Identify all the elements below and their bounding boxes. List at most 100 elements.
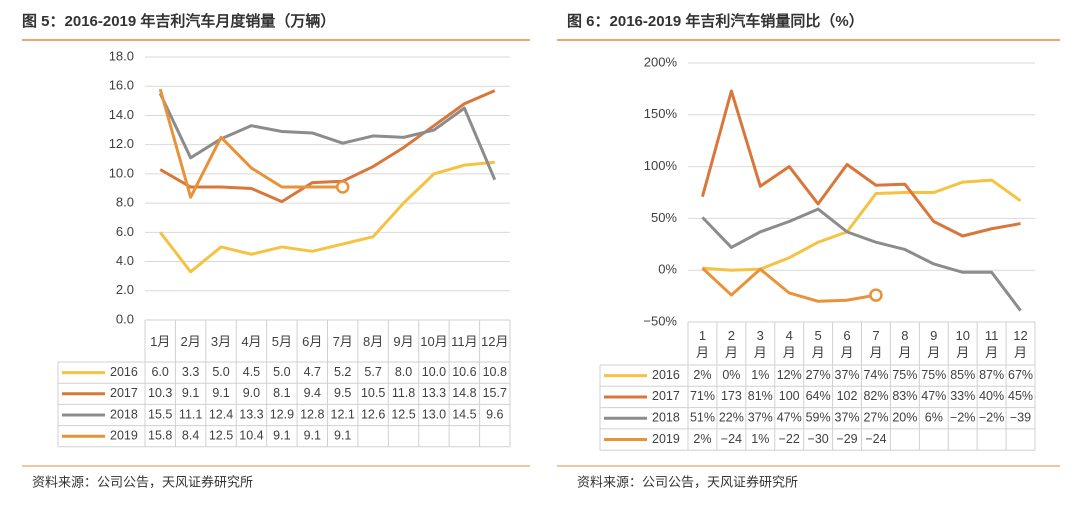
table-value: 9.6 [486, 407, 503, 421]
table-value: 45% [1008, 389, 1033, 403]
table-value: 14.5 [452, 407, 476, 421]
table-value: 37% [835, 368, 860, 382]
table-value: 100 [779, 389, 800, 403]
table-value: −2% [950, 411, 975, 425]
x-tick-label: 7月 [869, 327, 883, 360]
table-value: 13.3 [239, 407, 263, 421]
x-tick-label: 6月 [840, 327, 854, 360]
x-tick-cell: 6月 [840, 327, 854, 360]
x-tick-label: 10月 [955, 327, 970, 360]
legend-label: 2019 [110, 428, 138, 442]
x-tick-cell: 5月 [812, 328, 825, 360]
table-value: 51% [690, 411, 715, 425]
table-value: 9.0 [243, 386, 260, 400]
table-value: 82% [863, 389, 888, 403]
table-value: 81% [748, 389, 773, 403]
x-tick-label: 2月 [724, 327, 738, 360]
x-tick-cell: 8月 [898, 327, 912, 360]
table-value: 22% [719, 411, 744, 425]
x-tick-cell: 7月 [332, 333, 353, 349]
x-tick-label: 4月 [782, 327, 796, 360]
table-value: 8.4 [182, 428, 199, 442]
x-tick-label: 1月 [150, 333, 171, 349]
table-value: 102 [837, 389, 858, 403]
series-line [159, 160, 495, 274]
series-line [158, 88, 343, 199]
x-tick-label: 10月 [420, 333, 448, 349]
x-tick-cell: 3月 [211, 334, 231, 349]
chart-title: 图 5：2016-2019 年吉利汽车月度销量（万辆） [22, 12, 335, 30]
legend-label: 2016 [110, 365, 138, 379]
series-line [702, 178, 1022, 272]
table-value: 10.3 [148, 386, 172, 400]
table-value: 10.4 [239, 428, 263, 442]
table-value: 59% [806, 411, 831, 425]
legend-label: 2019 [652, 432, 680, 446]
x-tick-label: 3月 [753, 327, 767, 360]
table-value: 173 [721, 389, 742, 403]
legend-label: 2016 [652, 368, 680, 382]
table-value: 14.8 [452, 386, 476, 400]
y-tick-label: 0% [658, 262, 677, 277]
table-value: 9.4 [304, 386, 321, 400]
y-tick-label: 14.0 [109, 107, 134, 122]
x-tick-cell: 3月 [753, 327, 767, 360]
table-value: 10.0 [422, 365, 446, 379]
table-value: −24 [865, 432, 886, 446]
legend-label: 2018 [110, 407, 138, 421]
y-tick-label: 100% [644, 158, 678, 173]
x-tick-cell: 10月 [420, 333, 448, 349]
table-value: 12.1 [331, 407, 355, 421]
y-tick-label: 16.0 [109, 78, 134, 93]
x-tick-label: 5月 [271, 333, 292, 349]
table-value: 5.2 [334, 365, 351, 379]
table-value: 40% [979, 389, 1004, 403]
table-value: 71% [690, 389, 715, 403]
table-value: 85% [950, 368, 975, 382]
x-tick-cell: 1月 [150, 333, 171, 349]
table-value: 75% [921, 368, 946, 382]
table-value: 20% [892, 411, 917, 425]
y-tick-label: 10.0 [109, 165, 134, 180]
table-value: 33% [950, 389, 975, 403]
table-value: 75% [892, 368, 917, 382]
x-tick-label: 11月 [984, 327, 999, 360]
y-tick-label: 2.0 [116, 282, 134, 297]
y-tick-label: 150% [644, 106, 678, 121]
table-value: 27% [863, 411, 888, 425]
table-value: 12% [777, 368, 802, 382]
table-value: 8.1 [273, 386, 290, 400]
table-value: 12.8 [300, 407, 324, 421]
table-value: 5.7 [364, 365, 381, 379]
table-value: −22 [779, 432, 800, 446]
table-value: 10.6 [452, 365, 476, 379]
table-value: 3.3 [182, 365, 199, 379]
x-tick-label: 2月 [180, 333, 201, 349]
table-value: 9.1 [334, 428, 351, 442]
source-note: 资料来源：公司公告，天风证券研究所 [32, 474, 253, 489]
table-value: 15.8 [148, 428, 172, 442]
table-value: 1% [751, 368, 769, 382]
y-tick-label: 0.0 [116, 311, 134, 326]
data-table: 1月 2月 3月 4月 5月 6月 7月 8月 9月 10月 11月 12月 2016 6.0 3.3 5.0… [57, 319, 511, 448]
table-value: 4.7 [304, 365, 321, 379]
table-value: 27% [806, 368, 831, 382]
y-tick-label: 12.0 [109, 136, 134, 151]
table-value: 13.0 [422, 407, 446, 421]
x-tick-cell: 7月 [869, 327, 883, 360]
chart-title: 图 6：2016-2019 年吉利汽车销量同比（%） [567, 12, 864, 30]
x-tick-label: 7月 [332, 333, 353, 349]
legend-label: 2018 [652, 411, 680, 425]
x-tick-label: 8月 [898, 327, 912, 360]
x-tick-label: 12月 [481, 333, 509, 349]
x-tick-cell: 4月 [241, 334, 261, 349]
table-value: 10.5 [361, 386, 385, 400]
table-value: −24 [721, 432, 742, 446]
table-value: 5.0 [273, 365, 290, 379]
table-value: 4.5 [243, 365, 260, 379]
y-tick-label: 50% [651, 210, 677, 225]
table-value: 12.9 [270, 407, 294, 421]
table-value: 9.1 [273, 428, 290, 442]
x-tick-cell: 12月 [481, 333, 509, 349]
data-table: 1月 2月 3月 4月 5月 6月 7月 8月 9月 10月 11月 12月 2016 2% 0% 1% 12%… [599, 321, 1036, 451]
